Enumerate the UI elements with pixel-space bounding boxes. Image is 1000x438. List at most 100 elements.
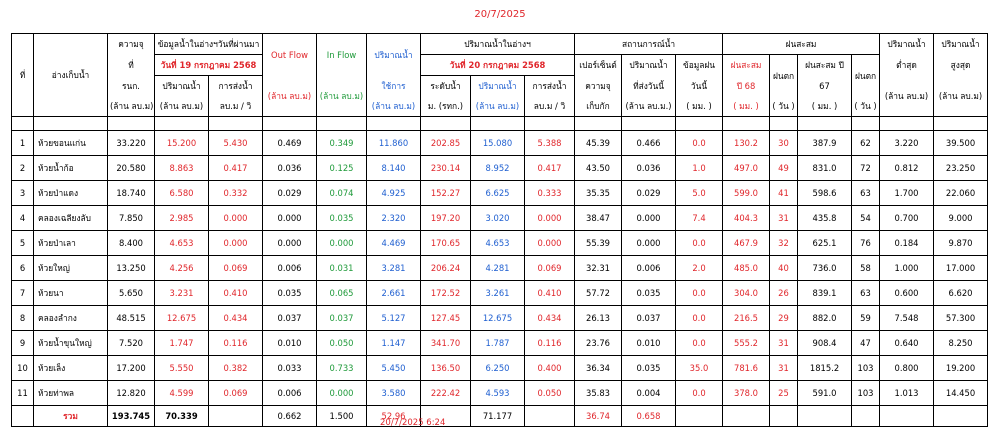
cell-max: 6.620 <box>933 280 989 306</box>
cell-rain67: 435.8 <box>797 205 853 231</box>
cell-curr-rel: 0.050 <box>524 380 575 406</box>
cell-max: 19.200 <box>933 355 989 381</box>
cell-curr-rel: 0.069 <box>524 255 575 281</box>
cell-name: ห้วยน้ำขุนใหญ่ <box>33 330 108 356</box>
col-sent-line2: ที่ส่งวันนี้ <box>621 75 676 96</box>
cell-sent: 0.004 <box>621 380 676 406</box>
col-rain68-line2: ปี 68 <box>722 75 771 96</box>
cell-pct: 38.47 <box>574 205 622 231</box>
cell-days68: 26 <box>769 280 799 306</box>
cell-days67: 58 <box>851 255 881 281</box>
cell-prev-vol: 3.231 <box>154 280 209 306</box>
cell-rain67: 1815.2 <box>797 355 853 381</box>
cell-prev-vol: 4.599 <box>154 380 209 406</box>
col-pct-line2: ความจุ <box>574 75 622 96</box>
cell-rain68: 378.0 <box>722 380 771 406</box>
cell-level: 136.50 <box>420 355 471 381</box>
cell-curr-rel: 5.388 <box>524 130 575 156</box>
cell-days68: 31 <box>769 330 799 356</box>
cell-usable: 2.661 <box>366 280 421 306</box>
cell-level: 172.52 <box>420 280 471 306</box>
col-rain-today-line2: วันนี้ <box>674 75 724 96</box>
cell-prev-rel: 0.069 <box>208 255 263 281</box>
cell-rain-today: 5.0 <box>674 180 724 206</box>
cell-days68: 25 <box>769 380 799 406</box>
cell-min: 7.548 <box>879 305 935 331</box>
cell-outflow: 0.029 <box>262 180 317 206</box>
cell-prev-rel: 5.430 <box>208 130 263 156</box>
cell-inflow: 0.037 <box>316 305 367 331</box>
col-reservoir-header: อ่างเก็บน้ำ <box>33 33 108 117</box>
cell-rain67: 908.4 <box>797 330 853 356</box>
cell-pct: 35.83 <box>574 380 622 406</box>
cell-days67: 103 <box>851 380 881 406</box>
cell-days67: 54 <box>851 205 881 231</box>
cell-name: คลองลำกง <box>33 305 108 331</box>
cell-no: 2 <box>11 155 34 181</box>
cell-rain67: 831.0 <box>797 155 853 181</box>
cell-cap: 7.520 <box>107 330 155 356</box>
cell-curr-vol: 15.080 <box>470 130 525 156</box>
cell-prev-vol: 4.256 <box>154 255 209 281</box>
cell-rain68: 555.2 <box>722 330 771 356</box>
cell-inflow: 0.000 <box>316 230 367 256</box>
cell-sent: 0.000 <box>621 205 676 231</box>
table-body: 1 ห้วยขอนแก่น 33.220 15.200 5.430 0.469 0.349 1… <box>11 130 989 406</box>
cell-no: 1 <box>11 130 34 156</box>
col-inflow-header: In Flow <box>316 33 367 76</box>
cell-pct: 32.31 <box>574 255 622 281</box>
col-max-line2: สูงสุด <box>933 54 989 76</box>
cell-rain-today: 35.0 <box>674 355 724 381</box>
cell-inflow: 0.031 <box>316 255 367 281</box>
col-no-header: ที่ <box>11 33 34 117</box>
cell-name: ห้วยป่าเลา <box>33 230 108 256</box>
cell-rain68: 497.0 <box>722 155 771 181</box>
curr-group-header: ปริมาณน้ำในอ่างฯ <box>420 33 575 55</box>
cell-rain-today: 2.0 <box>674 255 724 281</box>
cell-outflow: 0.010 <box>262 330 317 356</box>
cell-outflow: 0.000 <box>262 230 317 256</box>
cell-prev-rel: 0.069 <box>208 380 263 406</box>
cell-usable: 2.320 <box>366 205 421 231</box>
col-prev-rel-line1: การส่งน้ำ <box>208 75 263 96</box>
cell-days68: 41 <box>769 180 799 206</box>
col-raindays67-line2: ( วัน ) <box>851 96 881 117</box>
cell-curr-vol: 12.675 <box>470 305 525 331</box>
cell-inflow: 0.000 <box>316 380 367 406</box>
cell-usable: 3.580 <box>366 380 421 406</box>
cell-min: 1.700 <box>879 180 935 206</box>
col-curr-rel-line2: ลบ.ม / วิ <box>524 96 575 117</box>
cell-rain-today: 0.0 <box>674 305 724 331</box>
cell-pct: 36.34 <box>574 355 622 381</box>
cell-curr-vol: 3.261 <box>470 280 525 306</box>
col-sent-line3: (ล้าน ลบ.ม.) <box>621 96 676 117</box>
cell-days67: 103 <box>851 355 881 381</box>
cell-level: 202.85 <box>420 130 471 156</box>
prev-group-header: ข้อมูลน้ำในอ่างฯวันที่ผ่านมา <box>154 33 263 55</box>
cell-level: 152.27 <box>420 180 471 206</box>
cell-no: 5 <box>11 230 34 256</box>
cell-outflow: 0.036 <box>262 155 317 181</box>
footer-timestamp: 20/7/2025 6:24 <box>380 418 446 428</box>
cell-sent: 0.006 <box>621 255 676 281</box>
cell-curr-vol: 8.952 <box>470 155 525 181</box>
cell-no: 7 <box>11 280 34 306</box>
col-curr-rel-line1: การส่งน้ำ <box>524 75 575 96</box>
cell-prev-vol: 1.747 <box>154 330 209 356</box>
cell-rain67: 591.0 <box>797 380 853 406</box>
col-level-line1: ระดับน้ำ <box>420 75 471 96</box>
cell-days67: 47 <box>851 330 881 356</box>
col-capacity-line3: รนก. <box>107 75 155 96</box>
cell-name: ห้วยขอนแก่น <box>33 130 108 156</box>
cell-curr-vol: 3.020 <box>470 205 525 231</box>
cell-prev-vol: 5.550 <box>154 355 209 381</box>
cell-level: 222.42 <box>420 380 471 406</box>
cell-outflow: 0.469 <box>262 130 317 156</box>
cell-days67: 59 <box>851 305 881 331</box>
cell-rain-today: 7.4 <box>674 205 724 231</box>
cell-rain-today: 0.0 <box>674 330 724 356</box>
cell-inflow: 0.065 <box>316 280 367 306</box>
cell-outflow: 0.037 <box>262 305 317 331</box>
cell-rain67: 839.1 <box>797 280 853 306</box>
spacer-row <box>11 116 989 131</box>
